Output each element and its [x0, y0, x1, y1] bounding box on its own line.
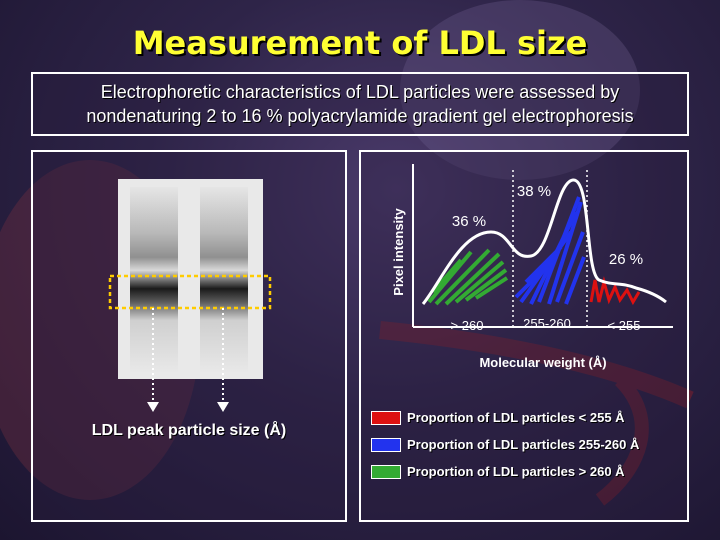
legend-label: Proportion of LDL particles 255-260 Å: [407, 437, 640, 452]
legend-item-lt255: Proportion of LDL particles < 255 Å: [371, 404, 639, 431]
gel-panel: LDL peak particle size (Å): [31, 150, 347, 522]
legend-item-gt260: Proportion of LDL particles > 260 Å: [371, 458, 639, 485]
chart-panel: Pixel intensity 36 % 38 % 26 % > 260: [359, 150, 689, 522]
x-axis-label: Molecular weight (Å): [479, 355, 606, 370]
legend-label: Proportion of LDL particles > 260 Å: [407, 464, 625, 479]
intensity-curve: [421, 178, 667, 305]
legend-swatch-blue: [371, 437, 401, 452]
region-3-percent: 26 %: [609, 251, 643, 268]
legend-swatch-green: [371, 464, 401, 479]
y-axis-label: Pixel intensity: [391, 208, 406, 296]
gel-lane-1: [130, 187, 178, 372]
densitometry-chart: Pixel intensity 36 % 38 % 26 % > 260: [391, 164, 673, 370]
ldl-peak-label: LDL peak particle size (Å): [91, 422, 287, 439]
arrow-head-right: [217, 402, 229, 412]
region-2-percent: 38 %: [517, 183, 551, 200]
region-1-percent: 36 %: [452, 213, 486, 230]
gel-lane-2: [200, 187, 248, 372]
legend: Proportion of LDL particles < 255 Å Prop…: [371, 404, 639, 485]
subtitle-line-1: Electrophoretic characteristics of LDL p…: [100, 82, 620, 102]
subtitle-box: Electrophoretic characteristics of LDL p…: [31, 72, 689, 136]
page-title: Measurement of LDL size: [132, 24, 588, 62]
gel-figure: [108, 179, 272, 412]
legend-item-255-260: Proportion of LDL particles 255-260 Å: [371, 431, 639, 458]
region-fill-blue: [514, 196, 586, 305]
region-3-range: < 255: [608, 318, 641, 333]
arrow-head-left: [147, 402, 159, 412]
legend-label: Proportion of LDL particles < 255 Å: [407, 410, 625, 425]
region-1-range: > 260: [451, 318, 484, 333]
ldl-band-highlight: [108, 274, 272, 310]
subtitle-line-2: nondenaturing 2 to 16 % polyacrylamide g…: [86, 106, 634, 126]
region-2-range: 255-260: [523, 316, 571, 331]
region-fill-red: [589, 276, 641, 306]
region-fill-green: [427, 248, 509, 306]
legend-swatch-red: [371, 410, 401, 425]
